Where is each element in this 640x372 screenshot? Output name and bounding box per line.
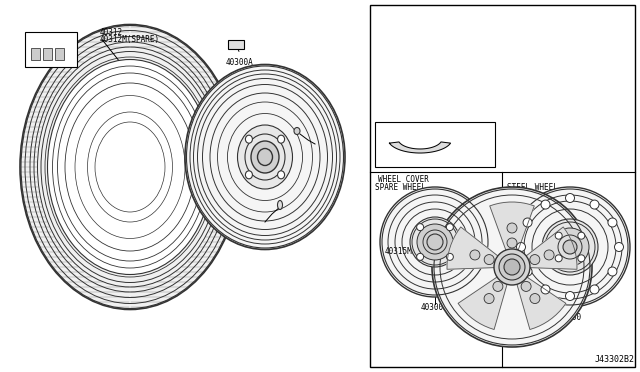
Circle shape: [484, 294, 494, 304]
Text: WHEEL COVER: WHEEL COVER: [378, 174, 429, 183]
Circle shape: [507, 223, 517, 233]
Bar: [228, 40, 244, 49]
Text: 40300: 40300: [215, 177, 236, 183]
Ellipse shape: [294, 128, 300, 135]
Text: 40315M: 40315M: [385, 247, 413, 257]
Text: 40312: 40312: [100, 28, 123, 36]
Circle shape: [542, 219, 598, 275]
Text: 40353: 40353: [408, 128, 431, 137]
Circle shape: [417, 224, 424, 231]
Circle shape: [541, 285, 550, 294]
Circle shape: [470, 250, 480, 260]
Ellipse shape: [185, 64, 345, 250]
Bar: [31, 48, 40, 60]
Text: N: N: [509, 263, 515, 272]
Bar: [370, 5, 635, 367]
Circle shape: [417, 253, 424, 260]
Text: 40300P: 40300P: [421, 302, 449, 311]
Circle shape: [432, 187, 592, 347]
Circle shape: [530, 294, 540, 304]
Text: 40300P: 40300P: [215, 184, 241, 190]
Circle shape: [427, 234, 443, 250]
Circle shape: [544, 250, 554, 260]
Circle shape: [590, 285, 599, 294]
Circle shape: [504, 259, 520, 275]
Ellipse shape: [47, 60, 212, 275]
Circle shape: [523, 267, 532, 276]
Text: J43302B2: J43302B2: [595, 355, 635, 364]
Ellipse shape: [237, 125, 292, 189]
Ellipse shape: [257, 148, 273, 166]
Circle shape: [541, 200, 550, 209]
Circle shape: [551, 228, 589, 266]
Circle shape: [446, 253, 453, 260]
Polygon shape: [389, 142, 451, 153]
Circle shape: [484, 254, 494, 264]
Circle shape: [566, 292, 575, 301]
Ellipse shape: [278, 135, 285, 143]
Circle shape: [578, 255, 585, 262]
Circle shape: [566, 193, 575, 202]
Circle shape: [493, 281, 503, 291]
Text: 40300: 40300: [559, 312, 582, 321]
Circle shape: [563, 240, 577, 254]
Text: 40312M(SPARE): 40312M(SPARE): [100, 35, 160, 44]
Circle shape: [499, 254, 525, 280]
Circle shape: [521, 281, 531, 291]
Circle shape: [507, 238, 517, 248]
Bar: [55, 48, 64, 60]
Text: 40311: 40311: [258, 224, 279, 230]
Ellipse shape: [278, 171, 285, 179]
Text: 16X4T: 16X4T: [424, 199, 447, 208]
Circle shape: [555, 232, 562, 239]
Text: SPARE WHEEL: SPARE WHEEL: [375, 183, 426, 192]
Circle shape: [510, 187, 630, 307]
Ellipse shape: [278, 201, 282, 209]
Circle shape: [410, 217, 460, 267]
Circle shape: [608, 218, 617, 227]
Polygon shape: [490, 202, 534, 267]
Circle shape: [494, 249, 530, 285]
Circle shape: [530, 254, 540, 264]
Text: 40300A: 40300A: [226, 58, 254, 67]
Circle shape: [555, 255, 562, 262]
Bar: [25, 32, 77, 67]
Text: STEEL WHEEL: STEEL WHEEL: [507, 183, 558, 192]
Text: 40300AA: 40300AA: [36, 39, 66, 45]
Circle shape: [417, 224, 453, 260]
Circle shape: [380, 187, 490, 297]
Bar: [43, 48, 52, 60]
Text: 16X6.5JJ: 16X6.5JJ: [552, 199, 589, 208]
Circle shape: [578, 232, 585, 239]
Text: 40224: 40224: [315, 144, 336, 150]
Polygon shape: [458, 267, 512, 330]
Polygon shape: [447, 227, 512, 269]
Circle shape: [608, 267, 617, 276]
Ellipse shape: [245, 171, 252, 179]
Ellipse shape: [245, 135, 252, 143]
Circle shape: [516, 243, 525, 251]
Polygon shape: [512, 227, 577, 269]
Bar: [375, 122, 495, 167]
Circle shape: [590, 200, 599, 209]
Ellipse shape: [20, 25, 240, 310]
Circle shape: [523, 218, 532, 227]
Polygon shape: [512, 267, 566, 330]
Circle shape: [446, 224, 453, 231]
Ellipse shape: [251, 141, 279, 173]
Circle shape: [614, 243, 623, 251]
